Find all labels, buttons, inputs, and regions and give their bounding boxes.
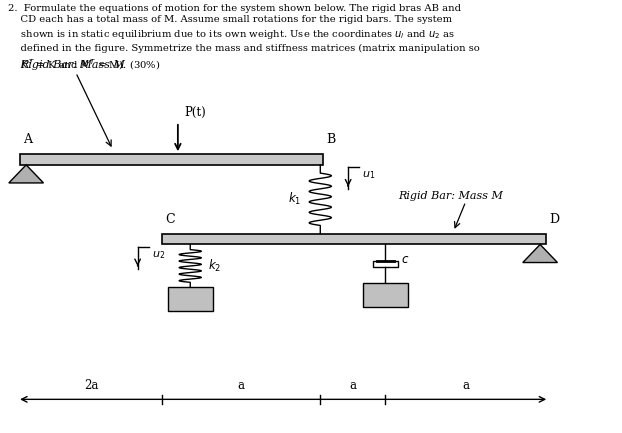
Bar [363, 283, 407, 307]
Text: P(t): P(t) [184, 106, 206, 119]
Text: $k_1$: $k_1$ [289, 191, 302, 207]
Text: 2.  Formulate the equations of motion for the system shown below. The rigid bras: 2. Formulate the equations of motion for… [7, 3, 480, 72]
Text: $c$: $c$ [401, 253, 409, 266]
Text: D: D [549, 213, 560, 226]
Bar [373, 261, 397, 267]
Text: 2a: 2a [84, 378, 98, 391]
Bar [162, 234, 546, 245]
Bar [20, 154, 323, 165]
Polygon shape [522, 245, 557, 262]
Text: $u_2$: $u_2$ [152, 249, 165, 261]
Polygon shape [9, 165, 44, 183]
Text: B: B [327, 132, 336, 145]
Text: a: a [350, 378, 356, 391]
Text: $u_1$: $u_1$ [363, 169, 376, 181]
Text: Rigid Bar: Mass M: Rigid Bar: Mass M [20, 60, 125, 70]
Text: a: a [238, 378, 245, 391]
Text: Rigid Bar: Mass M: Rigid Bar: Mass M [397, 191, 503, 201]
Text: C: C [165, 213, 175, 226]
Text: $k_2$: $k_2$ [208, 258, 221, 274]
Text: A: A [23, 132, 32, 145]
Bar [168, 288, 213, 311]
Text: a: a [462, 378, 470, 391]
